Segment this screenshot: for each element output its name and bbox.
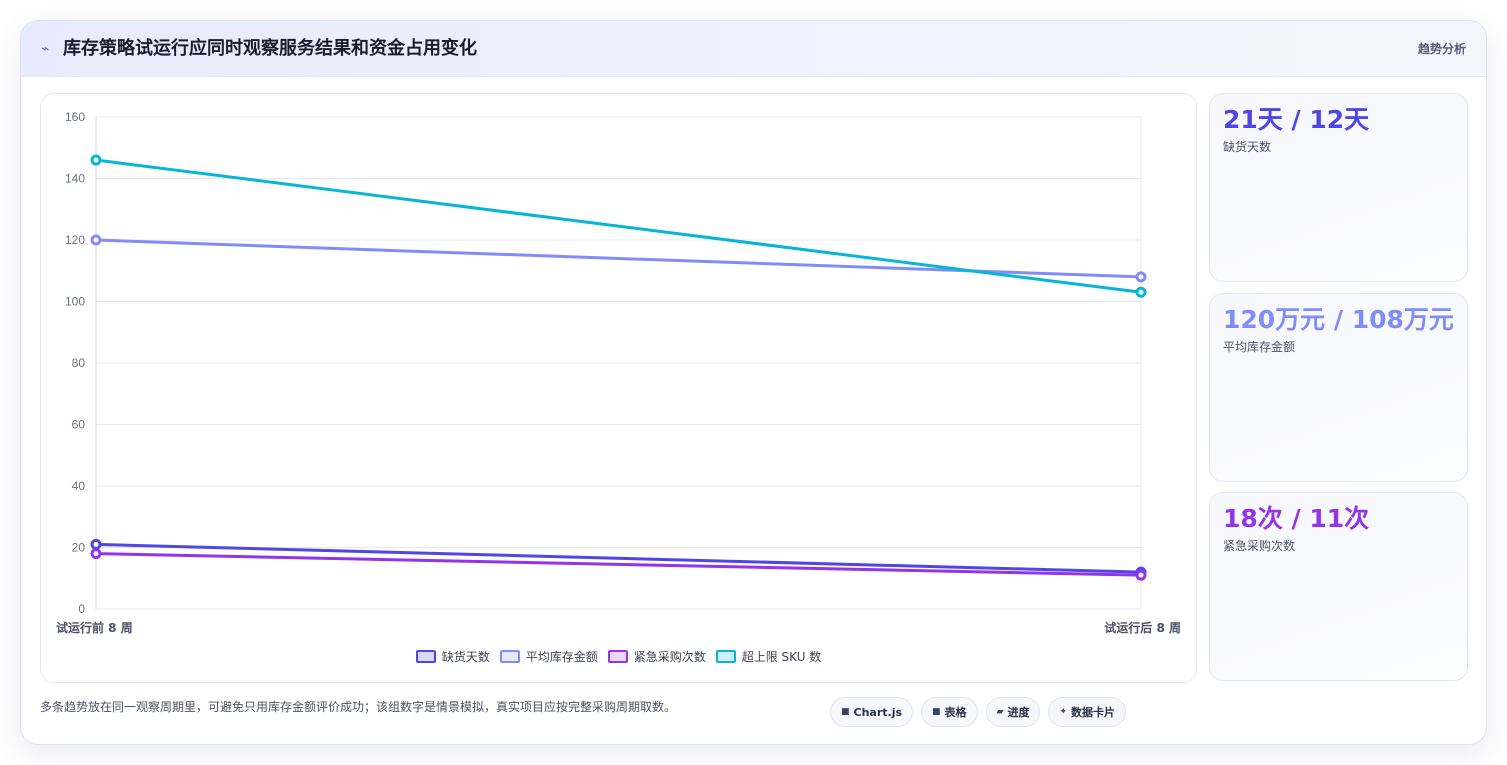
chip-data-card[interactable]: ✦ 数据卡片 [1048, 697, 1127, 727]
legend-label: 平均库存金额 [525, 649, 598, 664]
legend-swatch [607, 649, 628, 663]
data-point [90, 538, 102, 550]
tech-chips: ■ Chart.js ■ 表格 ▰ 进度 ✦ 数据卡片 [830, 697, 1127, 727]
chart-legend: 缺货天数 平均库存金额 紧急采购次数 超上限 SKU 数 [41, 646, 1196, 666]
progress-icon: ▰ [996, 707, 1004, 717]
chip-progress[interactable]: ▰ 进度 [985, 697, 1041, 727]
chip-label: Chart.js [853, 705, 903, 719]
y-tick-label: 140 [65, 172, 85, 186]
data-point [90, 154, 102, 166]
y-tick-label: 20 [72, 541, 86, 555]
legend-label: 缺货天数 [441, 649, 490, 664]
legend-item[interactable]: 缺货天数 [415, 648, 490, 665]
legend-item[interactable]: 超上限 SKU 数 [715, 648, 822, 665]
y-tick-label: 160 [65, 110, 85, 124]
series-line [95, 552, 1142, 577]
legend-item[interactable]: 平均库存金额 [499, 648, 598, 665]
chip-label: 表格 [944, 706, 967, 719]
kpi-value: 21天 / 12天 [1223, 105, 1370, 134]
legend-swatch [499, 649, 520, 663]
x-tick-label: 试运行前 8 周 [56, 620, 133, 635]
y-tick-label: 0 [78, 602, 85, 616]
y-tick-label: 100 [65, 295, 85, 309]
kpi-label: 平均库存金额 [1223, 340, 1296, 354]
series-line [95, 542, 1142, 574]
legend-item[interactable]: 紧急采购次数 [607, 648, 706, 665]
kpi-value: 18次 / 11次 [1223, 504, 1370, 533]
kpi-card-stockout-days: 21天 / 12天 缺货天数 [1209, 93, 1468, 282]
data-point [1135, 569, 1147, 581]
legend-swatch [415, 649, 436, 663]
legend-swatch [715, 649, 736, 663]
footer-note: 多条趋势放在同一观察周期里，可避免只用库存金额评价成功；该组数字是情景模拟，真实… [40, 700, 677, 714]
legend-label: 超上限 SKU 数 [741, 649, 822, 664]
card-title: 库存策略试运行应同时观察服务结果和资金占用变化 [63, 38, 477, 59]
legend-label: 紧急采购次数 [633, 649, 706, 664]
chip-label: 进度 [1007, 706, 1030, 719]
data-point [1135, 271, 1147, 283]
kpi-value: 120万元 / 108万元 [1223, 305, 1454, 334]
y-tick-label: 40 [72, 479, 86, 493]
series-line [95, 158, 1142, 294]
data-point [90, 234, 102, 246]
chart-icon: ■ [841, 707, 850, 717]
y-tick-label: 60 [72, 418, 86, 432]
trend-card: ⌁ 库存策略试运行应同时观察服务结果和资金占用变化 趋势分析 0 20 40 60 80… [20, 20, 1487, 745]
data-point [1135, 286, 1147, 298]
table-icon: ■ [932, 707, 941, 717]
x-tick-label: 试运行后 8 周 [1104, 620, 1181, 635]
category-tag: 趋势分析 [1417, 42, 1466, 56]
card-header: ⌁ 库存策略试运行应同时观察服务结果和资金占用变化 趋势分析 [21, 21, 1486, 77]
sparkle-icon: ✦ [1059, 707, 1068, 717]
chip-label: 数据卡片 [1071, 706, 1116, 719]
chip-chartjs[interactable]: ■ Chart.js [830, 697, 914, 727]
kpi-card-urgent-purchases: 18次 / 11次 紧急采购次数 [1209, 492, 1468, 681]
trend-line-icon: ⌁ [41, 41, 50, 57]
y-tick-label: 120 [65, 233, 85, 247]
kpi-label: 紧急采购次数 [1223, 539, 1296, 553]
y-tick-label: 80 [72, 356, 86, 370]
kpi-label: 缺货天数 [1223, 140, 1272, 154]
kpi-card-avg-inventory: 120万元 / 108万元 平均库存金额 [1209, 293, 1468, 482]
line-chart-svg: 0 20 40 60 80 100 120 140 160 试运行前 8 周 试运行后 8 周 [56, 110, 1181, 635]
data-point [90, 548, 102, 560]
chip-table[interactable]: ■ 表格 [921, 697, 978, 727]
line-chart: 0 20 40 60 80 100 120 140 160 试运行前 8 周 试运行后 8 周 缺货… [40, 93, 1197, 683]
